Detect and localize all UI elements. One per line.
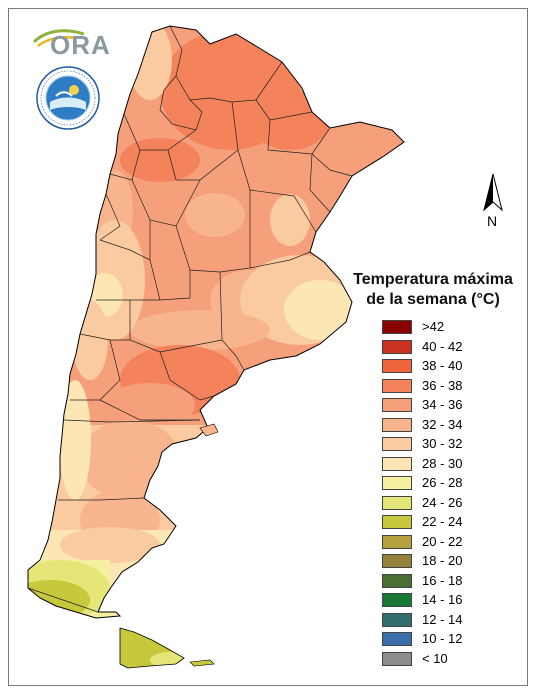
legend-label: 26 - 28 bbox=[422, 475, 463, 490]
legend-label: 16 - 18 bbox=[422, 572, 463, 588]
legend-label: 32 - 34 bbox=[422, 416, 463, 432]
legend-title-line1: Temperatura máxima bbox=[353, 271, 513, 288]
legend-swatch bbox=[382, 515, 412, 529]
legend-swatch bbox=[382, 417, 412, 432]
legend-swatch bbox=[382, 398, 412, 412]
legend-label: 20 - 22 bbox=[422, 533, 463, 549]
smn-seal-icon bbox=[36, 66, 100, 130]
legend-label: 14 - 16 bbox=[422, 592, 463, 607]
legend-swatch bbox=[382, 320, 412, 334]
legend-label: 36 - 38 bbox=[422, 377, 463, 393]
north-arrow-icon bbox=[483, 173, 503, 212]
legend-swatch bbox=[382, 612, 412, 627]
legend-title-line2: de la semana (°C) bbox=[366, 291, 500, 308]
legend-swatch bbox=[382, 534, 412, 549]
north-arrow-label: N bbox=[487, 213, 498, 229]
ora-logo-icon bbox=[32, 29, 85, 48]
legend-label: < 10 bbox=[422, 650, 448, 666]
legend-label: >42 bbox=[422, 319, 445, 334]
legend-label: 22 - 24 bbox=[422, 514, 463, 529]
legend-label: 34 - 36 bbox=[422, 397, 463, 412]
legend-label: 10 - 12 bbox=[422, 631, 463, 646]
legend-label: 18 - 20 bbox=[422, 553, 463, 568]
ora-logo-text: ORA bbox=[50, 30, 111, 60]
legend-swatch bbox=[382, 651, 412, 666]
legend-swatch bbox=[382, 359, 412, 373]
legend-swatch bbox=[382, 456, 412, 471]
legend-swatch bbox=[382, 573, 412, 588]
legend-label: 24 - 26 bbox=[422, 494, 463, 510]
legend: Temperatura máxima de la semana (°C) >42… bbox=[346, 270, 526, 666]
legend-label: 40 - 42 bbox=[422, 338, 463, 354]
legend-label: 38 - 40 bbox=[422, 358, 463, 373]
legend-swatch bbox=[382, 476, 412, 490]
legend-swatch bbox=[382, 593, 412, 607]
legend-swatch bbox=[382, 554, 412, 568]
legend-label: 28 - 30 bbox=[422, 455, 463, 471]
legend-swatch bbox=[382, 378, 412, 393]
legend-swatch bbox=[382, 495, 412, 510]
legend-label: 30 - 32 bbox=[422, 436, 463, 451]
legend-swatch bbox=[382, 632, 412, 646]
legend-swatch bbox=[382, 339, 412, 354]
legend-label: 12 - 14 bbox=[422, 611, 463, 627]
legend-swatch bbox=[382, 437, 412, 451]
